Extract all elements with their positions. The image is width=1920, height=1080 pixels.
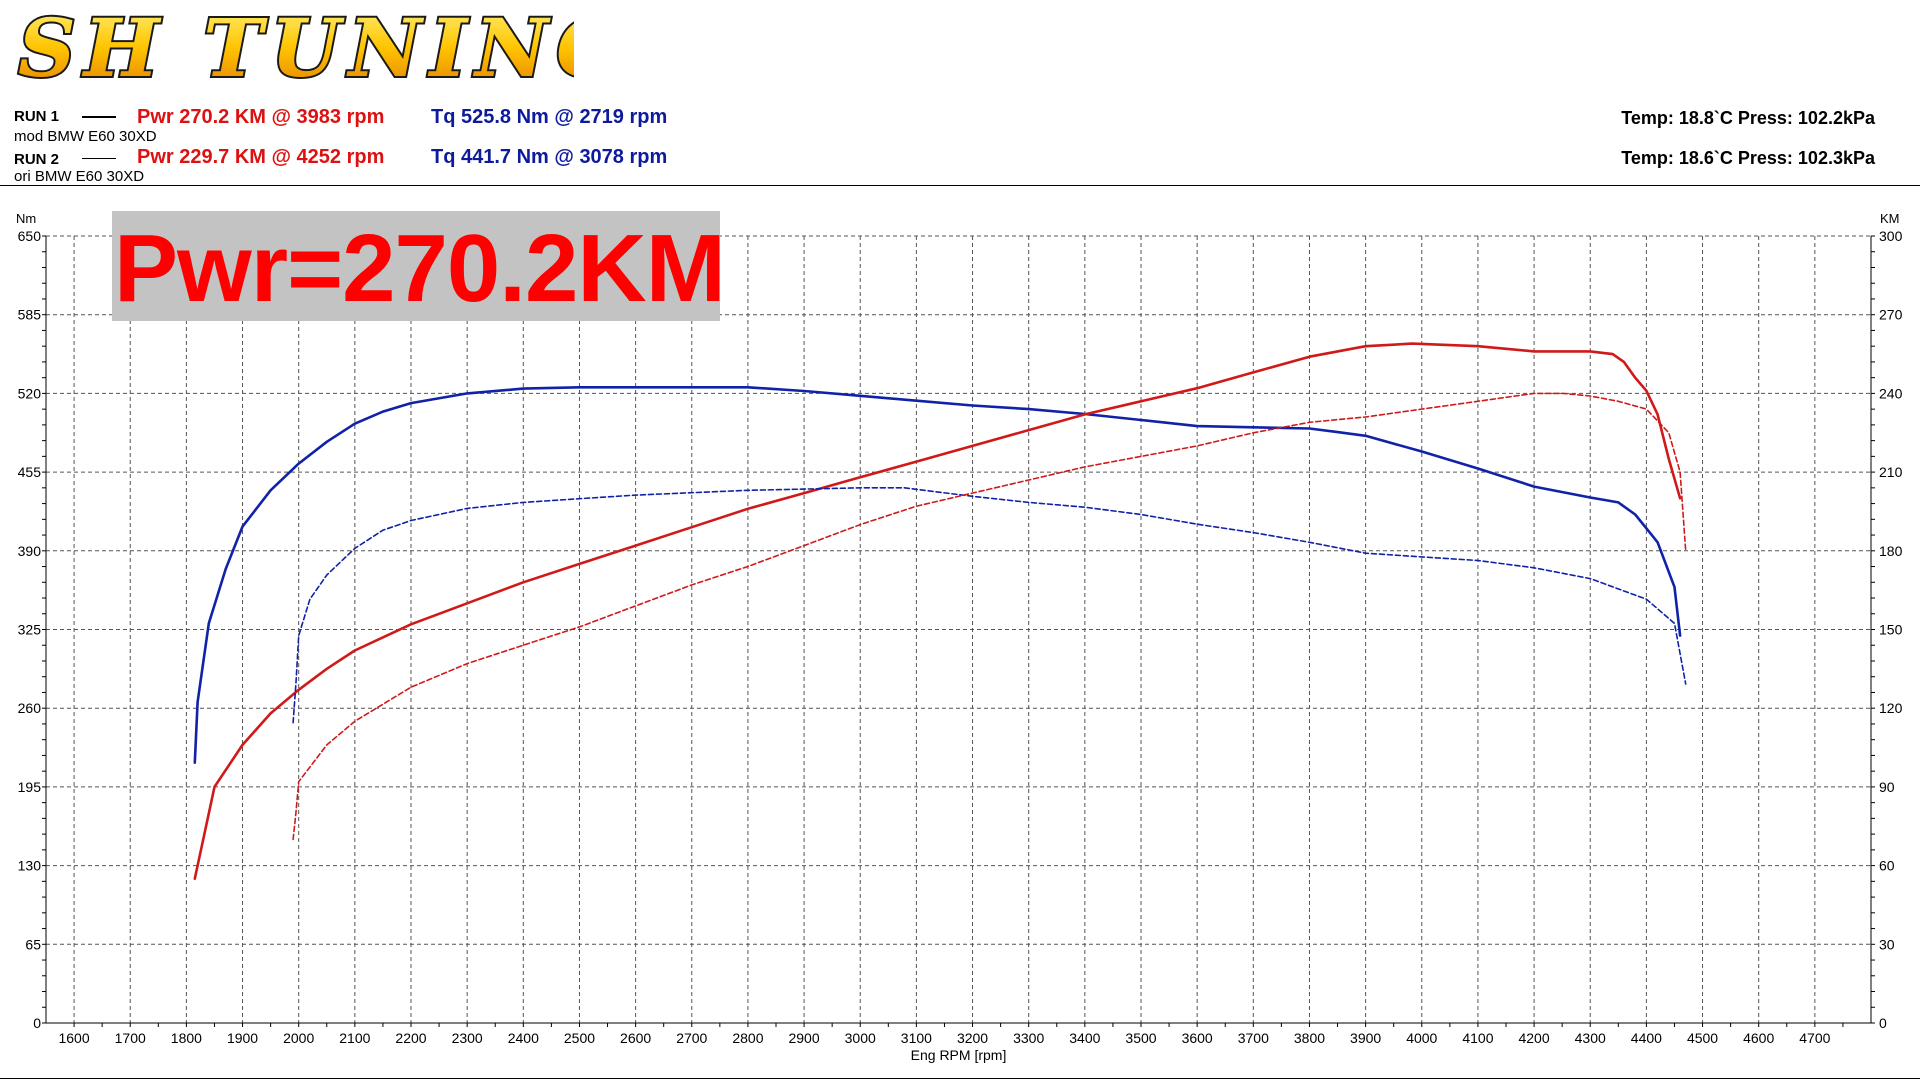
x-tick-label: 2900 bbox=[788, 1030, 819, 1046]
y-left-tick-label: 650 bbox=[18, 228, 42, 244]
x-tick-label: 4700 bbox=[1799, 1030, 1830, 1046]
x-tick-label: 3500 bbox=[1125, 1030, 1156, 1046]
run-1-description: mod BMW E60 30XD bbox=[14, 128, 157, 145]
y-right-tick-label: 30 bbox=[1879, 936, 1895, 952]
x-axis-label: Eng RPM [rpm] bbox=[911, 1047, 1007, 1063]
x-tick-label: 4200 bbox=[1518, 1030, 1549, 1046]
y-left-tick-label: 455 bbox=[18, 464, 42, 480]
x-tick-label: 1600 bbox=[58, 1030, 89, 1046]
run-1-torque-peak: Tq 525.8 Nm @ 2719 rpm bbox=[431, 106, 668, 128]
y-right-axis-label: KM bbox=[1880, 211, 1900, 226]
x-tick-label: 2300 bbox=[452, 1030, 483, 1046]
y-left-tick-label: 0 bbox=[33, 1015, 41, 1031]
y-left-tick-label: 325 bbox=[18, 622, 42, 638]
y-left-tick-label: 130 bbox=[18, 858, 42, 874]
run-1-power-peak: Pwr 270.2 KM @ 3983 rpm bbox=[137, 106, 385, 128]
series-line-3 bbox=[292, 486, 1687, 724]
y-left-tick-label: 65 bbox=[25, 936, 41, 952]
x-tick-label: 4400 bbox=[1631, 1030, 1662, 1046]
x-tick-label: 2700 bbox=[676, 1030, 707, 1046]
run-1-label: RUN 1 bbox=[14, 108, 60, 125]
peak-power-banner: Pwr=270.2KM bbox=[112, 211, 726, 322]
y-left-tick-label: 520 bbox=[18, 385, 42, 401]
series-line-4 bbox=[292, 392, 1687, 841]
series-line-2 bbox=[193, 342, 1682, 881]
x-tick-label: 2600 bbox=[620, 1030, 651, 1046]
y-right-tick-label: 210 bbox=[1879, 464, 1903, 480]
x-tick-label: 3300 bbox=[1013, 1030, 1044, 1046]
x-tick-label: 2400 bbox=[508, 1030, 539, 1046]
x-tick-label: 3200 bbox=[957, 1030, 988, 1046]
y-left-axis-label: Nm bbox=[16, 211, 36, 226]
y-right-tick-label: 180 bbox=[1879, 543, 1903, 559]
run-2-description: ori BMW E60 30XD bbox=[14, 168, 145, 185]
x-tick-label: 3700 bbox=[1238, 1030, 1269, 1046]
y-right-tick-label: 270 bbox=[1879, 307, 1903, 323]
x-tick-label: 4500 bbox=[1687, 1030, 1718, 1046]
x-tick-label: 3800 bbox=[1294, 1030, 1325, 1046]
x-tick-label: 1700 bbox=[115, 1030, 146, 1046]
y-left-tick-label: 195 bbox=[18, 779, 42, 795]
run-2-conditions: Temp: 18.6`C Press: 102.3kPa bbox=[1621, 148, 1875, 168]
x-tick-label: 1900 bbox=[227, 1030, 258, 1046]
run-1-line-sample bbox=[82, 116, 116, 118]
x-tick-label: 2200 bbox=[395, 1030, 426, 1046]
series-line-1 bbox=[193, 386, 1682, 765]
y-right-tick-label: 300 bbox=[1879, 228, 1903, 244]
x-tick-label: 4000 bbox=[1406, 1030, 1437, 1046]
run-2-power-peak: Pwr 229.7 KM @ 4252 rpm bbox=[137, 146, 385, 168]
x-tick-label: 3900 bbox=[1350, 1030, 1381, 1046]
svg-text:SH TUNING: SH TUNING bbox=[18, 4, 574, 90]
run-2-line-sample bbox=[82, 158, 116, 159]
y-left-tick-label: 390 bbox=[18, 543, 42, 559]
x-tick-label: 4100 bbox=[1462, 1030, 1493, 1046]
y-right-tick-label: 150 bbox=[1879, 622, 1903, 638]
x-tick-label: 2500 bbox=[564, 1030, 595, 1046]
run-1-conditions: Temp: 18.8`C Press: 102.2kPa bbox=[1621, 108, 1875, 128]
y-right-tick-label: 60 bbox=[1879, 858, 1895, 874]
x-tick-label: 3000 bbox=[845, 1030, 876, 1046]
sh-tuning-logo: SH TUNING bbox=[16, 4, 574, 90]
y-right-tick-label: 120 bbox=[1879, 700, 1903, 716]
x-tick-label: 2800 bbox=[732, 1030, 763, 1046]
x-tick-label: 2100 bbox=[339, 1030, 370, 1046]
x-tick-label: 4300 bbox=[1575, 1030, 1606, 1046]
peak-power-banner-text: Pwr=270.2KM bbox=[114, 215, 726, 322]
x-tick-label: 3400 bbox=[1069, 1030, 1100, 1046]
run-2-label: RUN 2 bbox=[14, 151, 60, 168]
y-left-tick-label: 585 bbox=[18, 307, 42, 323]
y-left-tick-label: 260 bbox=[18, 700, 42, 716]
x-tick-label: 1800 bbox=[171, 1030, 202, 1046]
x-tick-label: 3100 bbox=[901, 1030, 932, 1046]
y-right-tick-label: 240 bbox=[1879, 385, 1903, 401]
y-right-tick-label: 90 bbox=[1879, 779, 1895, 795]
x-tick-label: 4600 bbox=[1743, 1030, 1774, 1046]
x-tick-label: 2000 bbox=[283, 1030, 314, 1046]
run-2-torque-peak: Tq 441.7 Nm @ 3078 rpm bbox=[431, 146, 668, 168]
y-right-tick-label: 0 bbox=[1879, 1015, 1887, 1031]
x-tick-label: 3600 bbox=[1182, 1030, 1213, 1046]
